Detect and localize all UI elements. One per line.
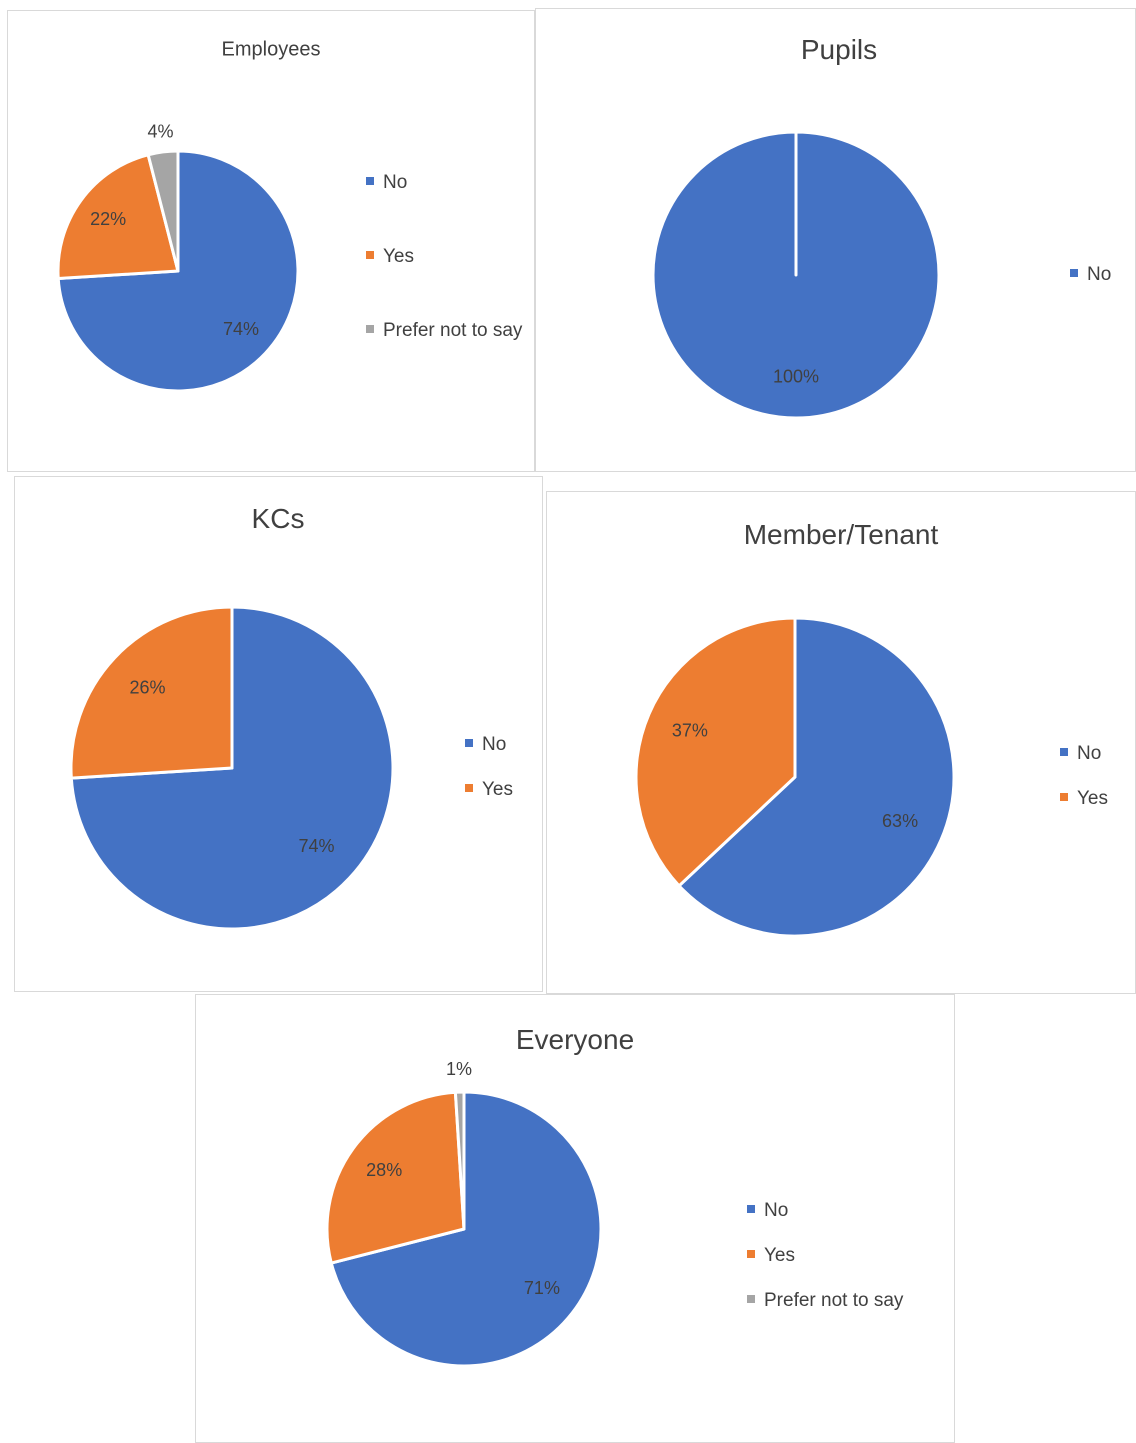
legend-entry: Prefer not to say (366, 317, 526, 345)
legend-entry: Yes (747, 1242, 987, 1270)
legend-marker (1060, 792, 1068, 801)
legend-entry: Yes (366, 243, 526, 271)
pie-slice (146, 149, 180, 273)
data-label: 22% (90, 209, 126, 229)
legend-marker (747, 1249, 755, 1258)
pie-slice (651, 130, 941, 420)
legend-label: No (764, 1200, 789, 1221)
legend-label: Prefer not to say (764, 1290, 904, 1311)
legend-label: Prefer not to say (383, 320, 523, 341)
legend-marker (747, 1204, 755, 1213)
chart-title: Member/Tenant (743, 519, 939, 550)
legend-label: Yes (482, 779, 513, 800)
legend-marker (747, 1294, 755, 1303)
data-label: 4% (148, 122, 174, 142)
legend-marker (465, 783, 473, 792)
data-label: 26% (129, 677, 165, 697)
data-label: 100% (773, 367, 819, 387)
data-label: 28% (366, 1160, 402, 1180)
pie-slice (677, 616, 956, 938)
legend-entry: No (1070, 261, 1136, 289)
legend-label: No (1087, 264, 1112, 285)
data-label: 1% (446, 1059, 472, 1079)
data-label: 63% (882, 811, 918, 831)
legend-marker (465, 738, 473, 747)
pie-slice (69, 605, 234, 780)
legend-entry: No (1060, 740, 1136, 768)
legend-marker (366, 324, 374, 333)
chart-title: Employees (221, 38, 321, 61)
legend-label: No (383, 172, 408, 193)
chart-title: Everyone (515, 1024, 635, 1055)
pie-slice (325, 1090, 466, 1265)
legend-label: No (1077, 743, 1102, 764)
legend-entry: No (366, 169, 526, 197)
legend-entry: Yes (1060, 785, 1136, 813)
data-label: 37% (672, 720, 708, 740)
legend-marker (366, 250, 374, 259)
legend-marker (366, 176, 374, 185)
legend-entry: No (747, 1197, 987, 1225)
legend-entry: Yes (465, 776, 565, 804)
pie-slice (634, 616, 797, 888)
legend-entry: No (465, 731, 565, 759)
legend-entry: Prefer not to say (747, 1287, 987, 1315)
legend-marker (1070, 268, 1078, 277)
data-label: 74% (223, 319, 259, 339)
pie-slice (329, 1090, 603, 1368)
legend-marker (1060, 747, 1068, 756)
chart-title: KCs (251, 503, 305, 534)
legend-label: Yes (1077, 788, 1108, 809)
data-label: 71% (524, 1278, 560, 1298)
data-label: 74% (298, 836, 334, 856)
legend-label: Yes (764, 1245, 795, 1266)
pie-slice (56, 153, 180, 281)
legend-label: Yes (383, 246, 414, 267)
chart-title: Pupils (800, 34, 878, 65)
pie-slice (453, 1090, 466, 1231)
legend-label: No (482, 734, 507, 755)
